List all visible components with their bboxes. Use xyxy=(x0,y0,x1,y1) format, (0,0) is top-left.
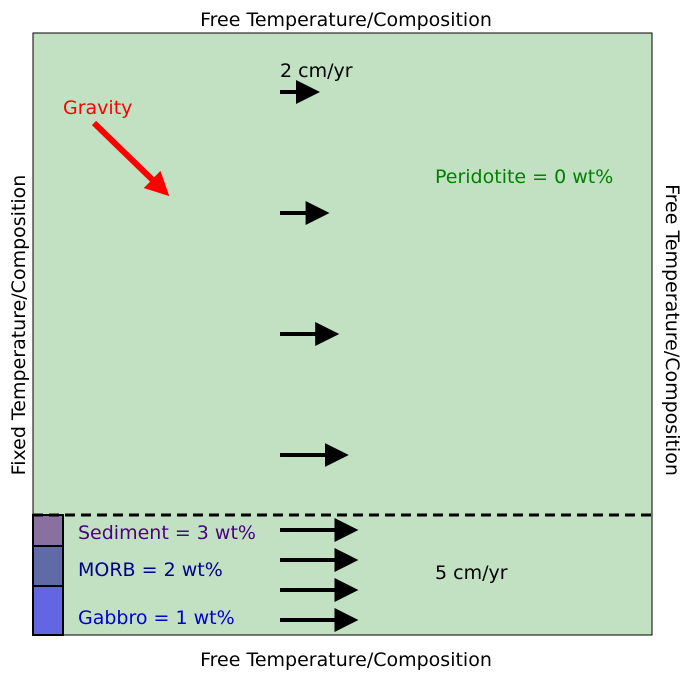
sediment-block xyxy=(33,515,63,546)
gabbro-block xyxy=(33,586,63,635)
morb-label: MORB = 2 wt% xyxy=(78,559,223,581)
top-boundary-label: Free Temperature/Composition xyxy=(200,9,492,31)
morb-block xyxy=(33,546,63,586)
bottom-boundary-label: Free Temperature/Composition xyxy=(200,649,492,671)
upper-velocity-label: 2 cm/yr xyxy=(280,60,353,82)
gravity-label: Gravity xyxy=(63,97,132,119)
right-boundary-label: Free Temperature/Composition xyxy=(661,184,683,476)
gabbro-label: Gabbro = 1 wt% xyxy=(78,607,235,629)
peridotite-domain xyxy=(33,33,652,635)
peridotite-label: Peridotite = 0 wt% xyxy=(435,166,613,188)
left-boundary-label: Fixed Temperature/Composition xyxy=(8,175,30,476)
sediment-label: Sediment = 3 wt% xyxy=(78,522,256,544)
lower-velocity-label: 5 cm/yr xyxy=(435,562,508,584)
